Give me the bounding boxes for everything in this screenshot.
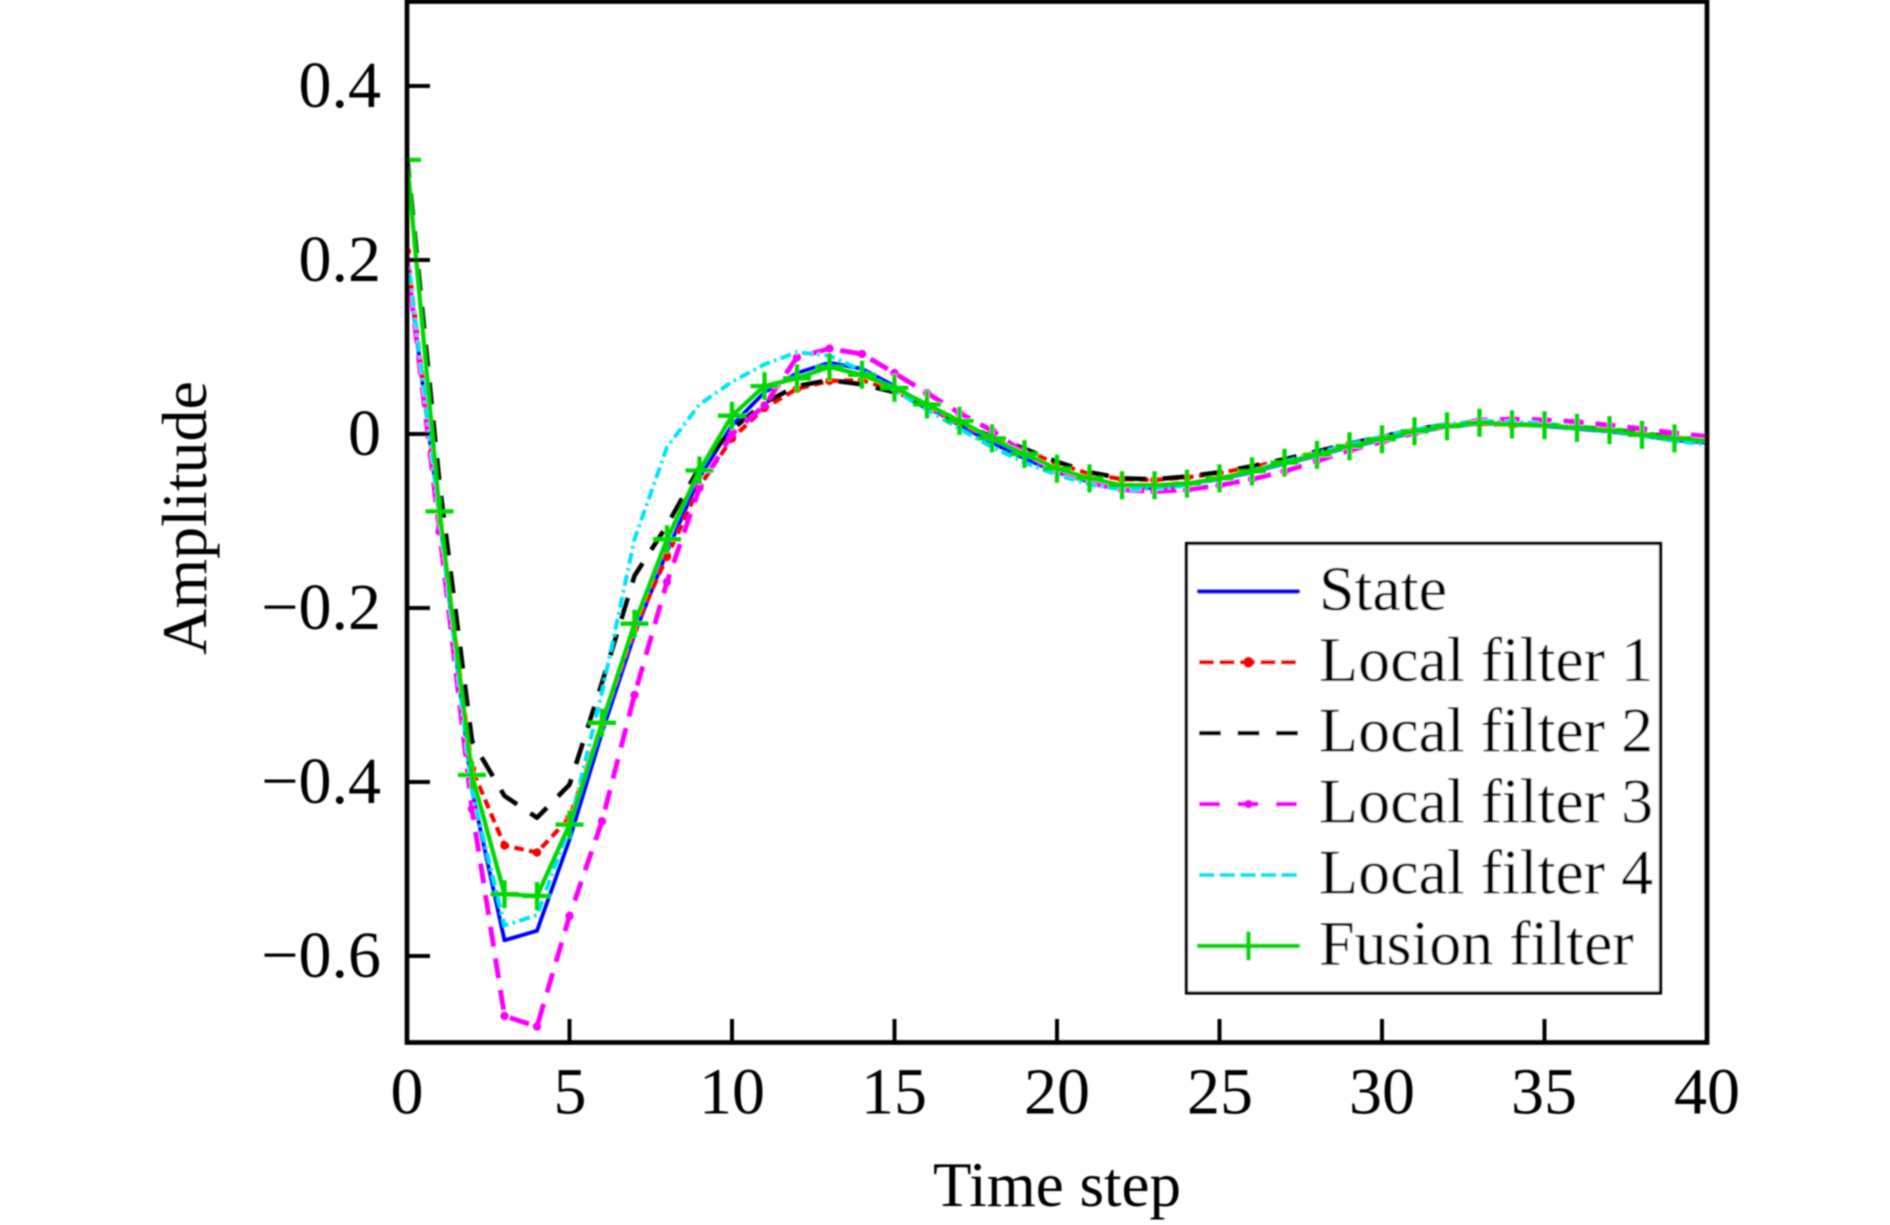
svg-text:0.4: 0.4 <box>299 49 382 122</box>
svg-text:State: State <box>1319 553 1447 624</box>
svg-text:5: 5 <box>554 1056 587 1129</box>
svg-text:15: 15 <box>861 1056 927 1129</box>
svg-text:−0.2: −0.2 <box>261 571 381 644</box>
svg-text:0: 0 <box>391 1056 424 1129</box>
svg-text:40: 40 <box>1674 1056 1740 1129</box>
svg-text:−0.6: −0.6 <box>261 919 381 992</box>
svg-text:10: 10 <box>699 1056 765 1129</box>
svg-text:0: 0 <box>348 397 381 470</box>
svg-text:35: 35 <box>1511 1056 1577 1129</box>
svg-text:20: 20 <box>1024 1056 1090 1129</box>
svg-text:−0.4: −0.4 <box>261 745 381 818</box>
svg-text:Local filter 1: Local filter 1 <box>1319 624 1653 695</box>
svg-text:Local filter 3: Local filter 3 <box>1319 766 1653 837</box>
svg-text:Time step: Time step <box>933 1150 1181 1220</box>
svg-text:Local filter 2: Local filter 2 <box>1319 695 1653 766</box>
svg-text:Amplitude: Amplitude <box>149 381 220 655</box>
svg-text:0.2: 0.2 <box>299 223 382 296</box>
svg-text:25: 25 <box>1187 1056 1253 1129</box>
svg-text:30: 30 <box>1349 1056 1415 1129</box>
svg-text:Local filter 4: Local filter 4 <box>1319 837 1653 908</box>
svg-text:Fusion filter: Fusion filter <box>1319 907 1634 978</box>
